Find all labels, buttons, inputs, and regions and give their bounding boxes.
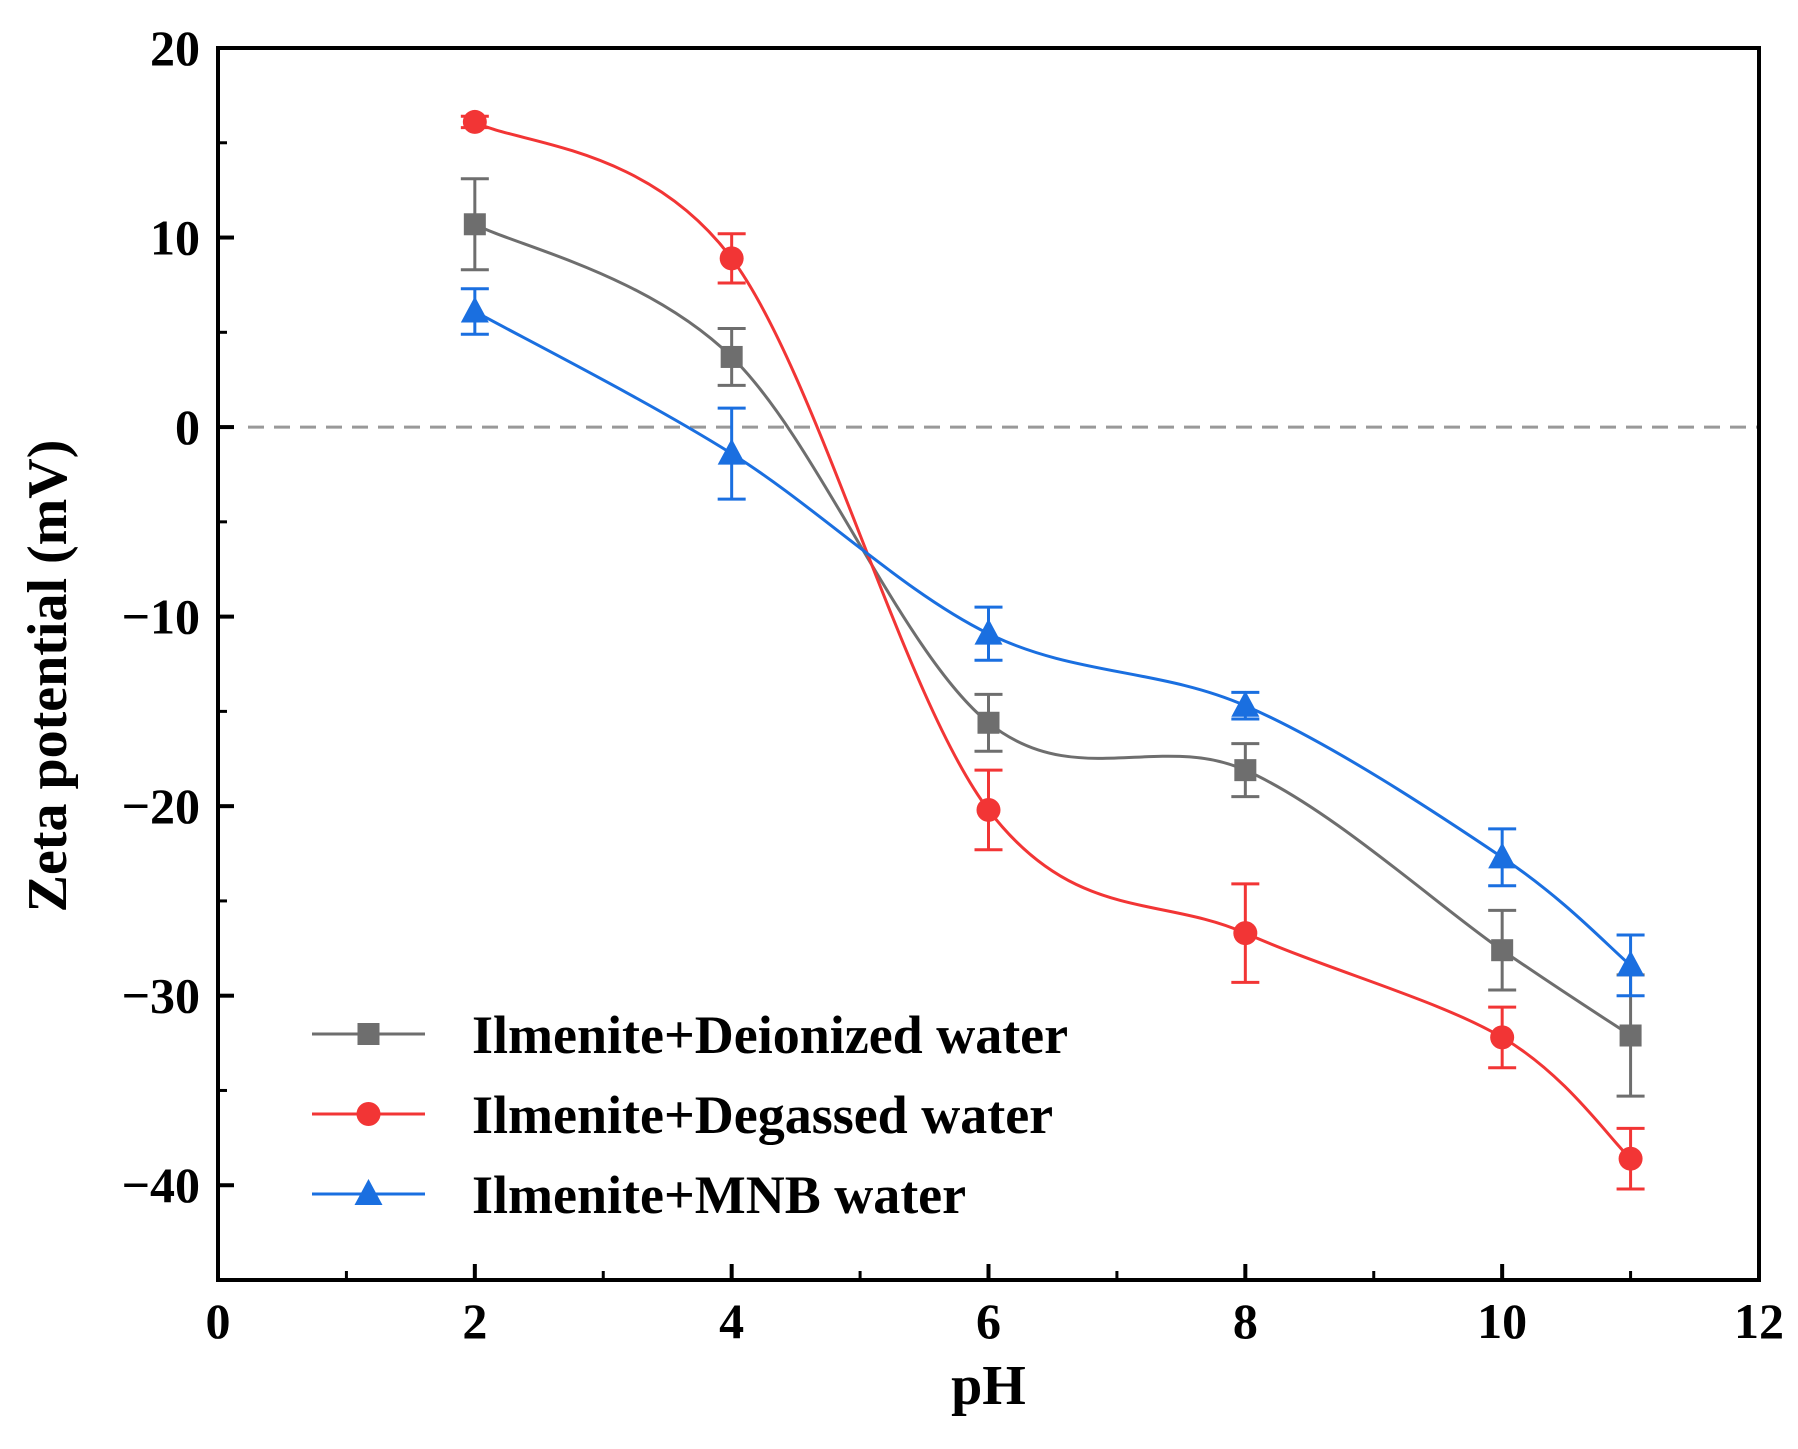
x-tick-labels: 0 2 4 6 8 10 12 <box>206 1293 1785 1349</box>
data-point <box>1233 921 1258 946</box>
legend-label: Ilmenite+MNB water <box>472 1165 966 1225</box>
x-tick-label: 8 <box>1233 1293 1258 1349</box>
x-tick-label: 0 <box>206 1293 231 1349</box>
legend-entry: Ilmenite+Deionized water <box>312 1005 1068 1065</box>
y-tick-label: −40 <box>122 1157 201 1213</box>
error-bar-layer <box>460 114 1645 1191</box>
data-point <box>1619 1024 1642 1047</box>
y-tick-label: 10 <box>150 210 200 266</box>
x-axis-title: pH <box>951 1355 1026 1417</box>
x-tick-label: 12 <box>1734 1293 1784 1349</box>
data-point <box>976 797 1001 822</box>
data-point <box>977 711 1000 734</box>
x-tick-label: 4 <box>719 1293 744 1349</box>
data-point <box>1231 690 1260 717</box>
data-point <box>1490 1025 1515 1050</box>
marker-layer <box>460 109 1645 1171</box>
series-line-0 <box>474 222 1632 1037</box>
tick-layer <box>216 46 1761 1280</box>
legend-entry: Ilmenite+Degassed water <box>312 1085 1053 1145</box>
y-tick-label: −20 <box>122 778 201 834</box>
y-axis-title: Zeta potential (mV) <box>17 440 79 913</box>
x-tick-label: 2 <box>462 1293 487 1349</box>
y-tick-label: −10 <box>122 589 201 645</box>
series-line-2 <box>474 310 1632 967</box>
data-point <box>974 618 1003 645</box>
data-point <box>463 213 486 236</box>
x-tick-label: 10 <box>1477 1293 1527 1349</box>
legend-marker <box>356 1102 381 1126</box>
y-tick-label: 0 <box>175 399 200 455</box>
legend: Ilmenite+Deionized water Ilmenite+Degasse… <box>312 1005 1068 1225</box>
data-point <box>720 345 743 368</box>
y-tick-label: 20 <box>150 20 200 76</box>
legend-marker <box>354 1179 383 1205</box>
data-point <box>1488 842 1517 869</box>
data-point <box>1618 1146 1643 1171</box>
data-point <box>719 246 744 271</box>
data-point <box>460 296 489 323</box>
legend-marker <box>357 1023 380 1045</box>
legend-label: Ilmenite+Deionized water <box>472 1005 1068 1065</box>
data-point <box>1491 939 1514 962</box>
data-point <box>1234 759 1257 782</box>
data-point <box>1616 950 1645 977</box>
y-tick-labels: 20 10 0 −10 −20 −30 −40 <box>122 20 201 1213</box>
data-point <box>717 438 746 465</box>
legend-label: Ilmenite+Degassed water <box>472 1085 1053 1145</box>
curve-layer <box>474 120 1632 1160</box>
legend-entry: Ilmenite+MNB water <box>312 1165 966 1225</box>
x-tick-label: 6 <box>976 1293 1001 1349</box>
data-point <box>462 109 487 134</box>
series-line-1 <box>474 120 1632 1160</box>
y-tick-label: −30 <box>122 968 201 1024</box>
